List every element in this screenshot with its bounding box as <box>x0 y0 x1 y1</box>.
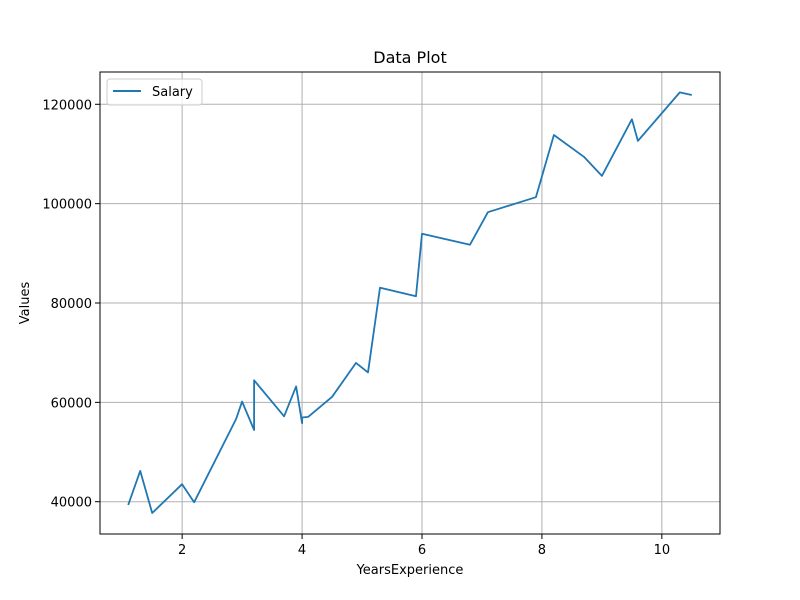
x-tick-label: 8 <box>538 543 546 558</box>
x-tick-label: 10 <box>654 543 671 558</box>
grid-lines <box>100 72 720 534</box>
legend: Salary <box>106 78 203 106</box>
x-tick-label: 4 <box>298 543 306 558</box>
series-line-salary <box>127 91 692 514</box>
y-axis-ticks: 40000 60000 80000 100000 120000 <box>42 98 100 511</box>
y-tick-label: 60000 <box>51 396 92 411</box>
y-tick-label: 40000 <box>51 496 92 511</box>
x-axis-ticks: 2 4 6 8 10 <box>178 534 670 558</box>
series-layer <box>127 91 692 514</box>
y-tick-label: 120000 <box>42 98 92 113</box>
legend-box <box>106 78 203 106</box>
x-axis-label: YearsExperience <box>356 563 464 578</box>
chart-title: Data Plot <box>373 48 446 67</box>
x-tick-label: 2 <box>178 543 186 558</box>
y-tick-label: 80000 <box>51 297 92 312</box>
legend-label-salary: Salary <box>152 85 193 100</box>
y-axis-label: Values <box>18 282 33 325</box>
y-tick-label: 100000 <box>42 198 92 213</box>
x-tick-label: 6 <box>418 543 426 558</box>
